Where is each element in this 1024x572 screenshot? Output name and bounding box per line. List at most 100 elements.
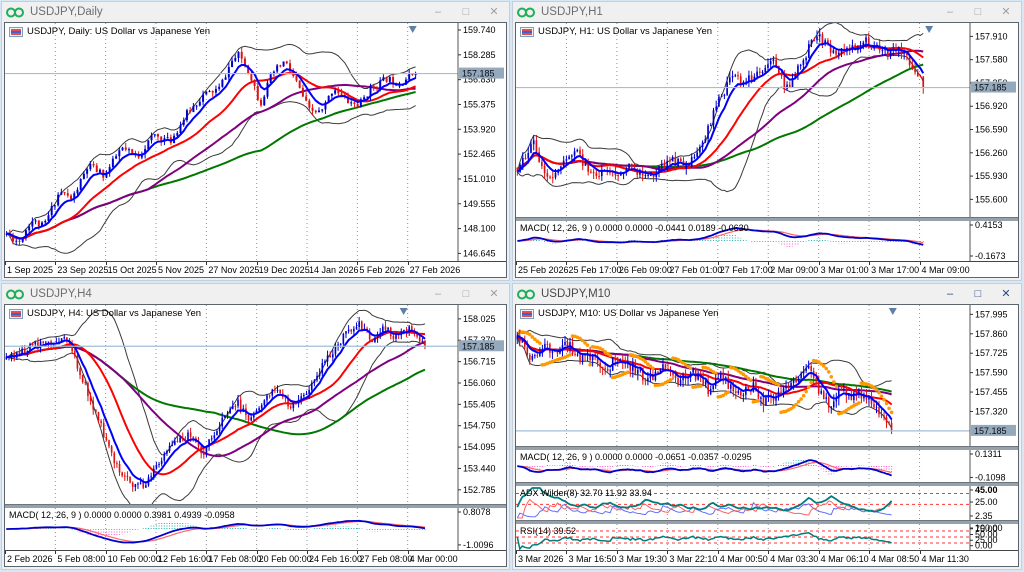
svg-text:157.185: 157.185 (974, 83, 1007, 93)
chart-window-h4: USDJPY,H4 – □ ✕ 158.025 157.370 156.715 156… (1, 283, 510, 570)
pane-separator[interactable] (516, 520, 1018, 524)
h4-time-axis[interactable]: 2 Feb 2026 5 Feb 08:00 10 Feb 00:00 12 Feb … (5, 550, 506, 566)
minimize-button[interactable]: – (946, 6, 954, 18)
m10-adx-canvas: 45.00 25.00 2.35 (516, 486, 998, 520)
svg-text:157.910: 157.910 (975, 31, 1008, 41)
time-axis-label: 2 Feb 2026 (7, 554, 53, 564)
time-tick (307, 262, 308, 265)
minimize-button[interactable]: – (434, 288, 442, 300)
svg-text:-0.1673: -0.1673 (975, 251, 1006, 261)
svg-text:157.370: 157.370 (463, 335, 496, 345)
window-title: USDJPY,H1 (541, 6, 603, 18)
time-axis-label: 1 Sep 2025 (7, 265, 54, 275)
h1-macd-pane[interactable]: 0.4153 -0.1673 MACD( 12, 26, 9 ) 0.0000 0.… (516, 221, 1018, 261)
time-tick (869, 551, 871, 554)
maximize-button[interactable]: □ (974, 6, 982, 18)
time-axis-label: 25 Feb 17:00 (568, 265, 622, 275)
svg-text:156.715: 156.715 (463, 357, 496, 367)
svg-text:154.750: 154.750 (463, 421, 496, 431)
svg-text:155.930: 155.930 (975, 171, 1008, 181)
h1-macd-canvas: 0.4153 -0.1673 (517, 221, 1006, 261)
time-axis-label: 4 Mar 08:50 (871, 554, 920, 564)
chart-area-h4[interactable]: 158.025 157.370 156.715 156.060 155.405 154.7… (4, 304, 507, 567)
time-tick (407, 262, 409, 265)
svg-text:153.920: 153.920 (463, 124, 496, 134)
chart-area-h1[interactable]: 157.910157.580157.250156.920156.590156.2… (515, 22, 1019, 278)
time-axis-label: 4 Mar 03:30 (770, 554, 819, 564)
m10-price-pane[interactable]: 157.995 157.860 157.725 157.590 157.455 157.3… (516, 305, 1018, 446)
time-tick (357, 551, 359, 554)
time-tick (206, 551, 208, 554)
time-axis-label: 4 Mar 00:00 (409, 554, 458, 564)
close-button[interactable]: ✕ (1001, 6, 1011, 18)
svg-text:45.00: 45.00 (975, 486, 998, 495)
svg-text:159.740: 159.740 (463, 25, 496, 35)
h4-price-pane[interactable]: 158.025 157.370 156.715 156.060 155.405 154.7… (5, 305, 506, 504)
svg-text:148.100: 148.100 (463, 224, 496, 234)
window-titlebar[interactable]: USDJPY,M10 – □ ✕ (513, 284, 1021, 304)
chart-area-daily[interactable]: 159.740 158.285 156.830 155.375 153.920 152.4… (4, 22, 507, 278)
time-axis-label: 3 Mar 19:30 (618, 554, 667, 564)
window-titlebar[interactable]: USDJPY,H4 – □ ✕ (2, 284, 509, 304)
svg-text:155.600: 155.600 (975, 194, 1008, 204)
mt-logo-icon (6, 288, 26, 301)
svg-text:156.830: 156.830 (463, 75, 496, 85)
svg-text:152.785: 152.785 (463, 485, 496, 495)
svg-text:156.590: 156.590 (975, 125, 1008, 135)
svg-text:157.580: 157.580 (975, 55, 1008, 65)
pane-separator[interactable] (516, 446, 1018, 450)
m10-adx-pane[interactable]: 45.00 25.00 2.35 ADX Wilder(8) 32.70 11.92 … (516, 486, 1018, 520)
svg-text:152.465: 152.465 (463, 149, 496, 159)
chart-window-m10: USDJPY,M10 – □ ✕ 157.995 157.860 157.725 15… (512, 283, 1022, 570)
close-button[interactable]: ✕ (489, 6, 499, 18)
time-axis-label: 20 Feb 00:00 (258, 554, 312, 564)
chart-area-m10[interactable]: 157.995 157.860 157.725 157.590 157.455 157.3… (515, 304, 1019, 567)
m10-time-axis[interactable]: 3 Mar 2026 3 Mar 16:50 3 Mar 19:30 3 Mar 22… (516, 550, 1018, 566)
time-tick (5, 551, 6, 554)
svg-text:-0.1098: -0.1098 (975, 472, 1006, 482)
svg-text:156.920: 156.920 (975, 101, 1008, 111)
window-title: USDJPY,H4 (30, 288, 92, 300)
time-tick (919, 551, 921, 554)
chart-window-h1: USDJPY,H1 – □ ✕ 157.910157.580157.250156… (512, 1, 1022, 281)
h1-price-canvas: 157.910157.580157.250156.920156.590156.2… (516, 23, 1016, 217)
window-titlebar[interactable]: USDJPY,H1 – □ ✕ (513, 2, 1021, 22)
svg-text:0.00: 0.00 (975, 541, 993, 550)
time-tick (768, 551, 770, 554)
m10-macd-canvas: 0.1311 -0.1098 (517, 450, 1006, 482)
time-axis-label: 26 Feb 09:00 (618, 265, 672, 275)
h1-time-axis[interactable]: 25 Feb 2026 25 Feb 17:00 26 Feb 09:00 27 Fe… (516, 261, 1018, 277)
pane-separator[interactable] (516, 217, 1018, 221)
maximize-button[interactable]: □ (462, 288, 470, 300)
h4-macd-pane[interactable]: 0.8078 -1.0096 MACD( 12, 26, 9 ) 0.0000 0.… (5, 508, 506, 550)
time-tick (667, 262, 669, 265)
m10-rsi-pane[interactable]: 100.00 75.00 50.00 25.00 0.00 RSI(14) 39.52 (516, 524, 1018, 550)
svg-text:0.1311: 0.1311 (975, 450, 1002, 459)
svg-text:157.185: 157.185 (462, 69, 495, 79)
svg-text:75.00: 75.00 (975, 524, 998, 534)
svg-text:157.185: 157.185 (462, 341, 495, 351)
pane-separator[interactable] (516, 482, 1018, 486)
time-axis-label: 5 Feb 2026 (359, 265, 405, 275)
h1-price-pane[interactable]: 157.910157.580157.250156.920156.590156.2… (516, 23, 1018, 217)
time-tick (307, 551, 308, 554)
window-titlebar[interactable]: USDJPY,Daily – □ ✕ (2, 2, 509, 22)
minimize-button[interactable]: – (434, 6, 442, 18)
close-button[interactable]: ✕ (489, 288, 499, 300)
m10-macd-pane[interactable]: 0.1311 -0.1098 MACD( 12, 26, 9 ) 0.0000 0.… (516, 450, 1018, 482)
daily-time-axis[interactable]: 1 Sep 2025 23 Sep 2025 15 Oct 2025 5 Nov 20… (5, 261, 506, 277)
mt-logo-icon (6, 6, 26, 19)
time-tick (105, 551, 107, 554)
time-tick (516, 262, 517, 265)
svg-text:0.8078: 0.8078 (463, 508, 491, 517)
pane-separator[interactable] (5, 504, 506, 508)
svg-text:154.095: 154.095 (463, 442, 496, 452)
window-title: USDJPY,Daily (30, 6, 103, 18)
maximize-button[interactable]: □ (462, 6, 470, 18)
daily-price-pane[interactable]: 159.740 158.285 156.830 155.375 153.920 152.4… (5, 23, 506, 261)
minimize-button[interactable]: – (946, 288, 954, 300)
maximize-button[interactable]: □ (974, 288, 982, 300)
close-button[interactable]: ✕ (1001, 288, 1011, 300)
svg-text:157.995: 157.995 (975, 309, 1008, 319)
